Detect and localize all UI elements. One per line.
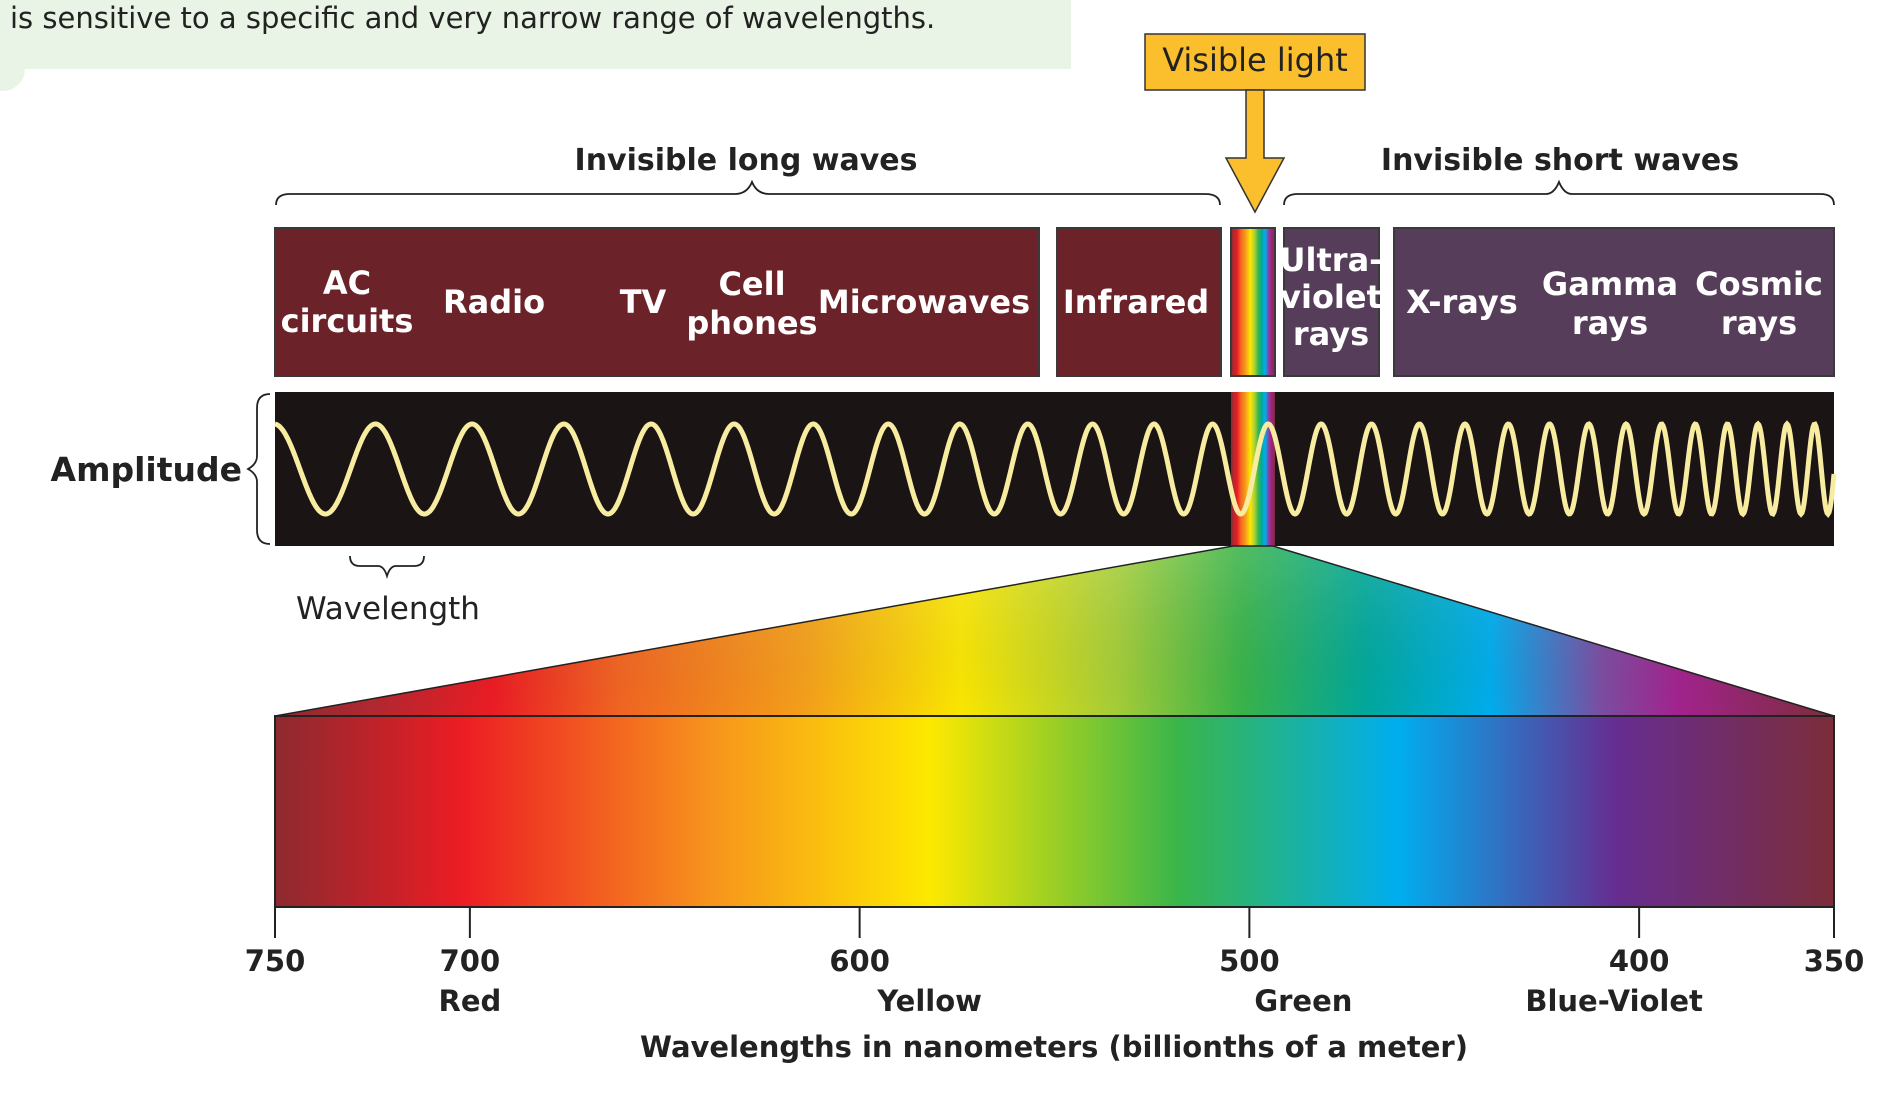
wave-line [274,420,1837,519]
band-ac-line2: circuits [281,302,414,340]
band-gamma-line1: Gamma [1542,265,1678,303]
band-infrared: Infrared [1063,283,1209,321]
band-radio: Radio [443,283,545,321]
wavelength-axis: 750 700 Red 600 Yellow 500 Green 400 Blue-Violet… [245,907,1865,1018]
amplitude-label: Amplitude [51,450,242,489]
band-cosmic-line2: rays [1721,304,1797,342]
axis-tick-label: 500 [1219,944,1280,978]
axis-tick-label: 600 [829,944,890,978]
band-cell-line1: Cell [718,265,785,303]
band-cell-line2: phones [686,304,817,342]
band-tv: TV [620,283,667,321]
axis-color-label: Red [438,984,501,1018]
axis-color-label: Yellow [876,984,982,1018]
band-xrays: X-rays [1406,283,1518,321]
band-ultraviolet-line1: Ultra- [1280,241,1383,279]
axis-title: Wavelengths in nanometers (billionths of… [640,1030,1468,1064]
infrared-box [1056,227,1222,377]
visible-light-label: Visible light [1162,41,1348,79]
wavelength-brace [349,555,425,580]
visible-spectrum-bar [274,715,1835,908]
axis-tick-label: 350 [1804,944,1865,978]
long-waves-label: Invisible long waves [575,143,918,178]
band-gamma-line2: rays [1572,304,1648,342]
band-ac-line1: AC [323,264,371,302]
visible-light-arrow [1224,89,1286,214]
axis-tick-label: 700 [440,944,501,978]
long-waves-brace [275,179,1221,206]
long-waves-box [274,227,1040,377]
axis-color-label: Blue-Violet [1525,984,1703,1018]
wavelength-label: Wavelength [296,591,480,627]
visible-light-callout [1144,33,1366,91]
band-ultraviolet-line2: violet [1280,278,1382,316]
band-cosmic-line1: Cosmic [1695,265,1823,303]
short-waves-label: Invisible short waves [1381,143,1739,178]
caption-panel [0,0,1071,69]
axis-color-label: Green [1254,984,1352,1018]
ultraviolet-box [1283,227,1380,377]
short-waves-brace [1283,179,1835,206]
wave-band [275,392,1834,546]
caption-text: is sensitive to a specific and very narr… [10,1,936,35]
band-microwaves: Microwaves [818,283,1030,321]
short-waves-box [1393,227,1835,377]
amplitude-brace [246,393,271,545]
band-ultraviolet-line3: rays [1293,315,1369,353]
visible-band-box [1230,227,1276,377]
axis-tick-label: 400 [1609,944,1670,978]
axis-tick-label: 750 [245,944,306,978]
